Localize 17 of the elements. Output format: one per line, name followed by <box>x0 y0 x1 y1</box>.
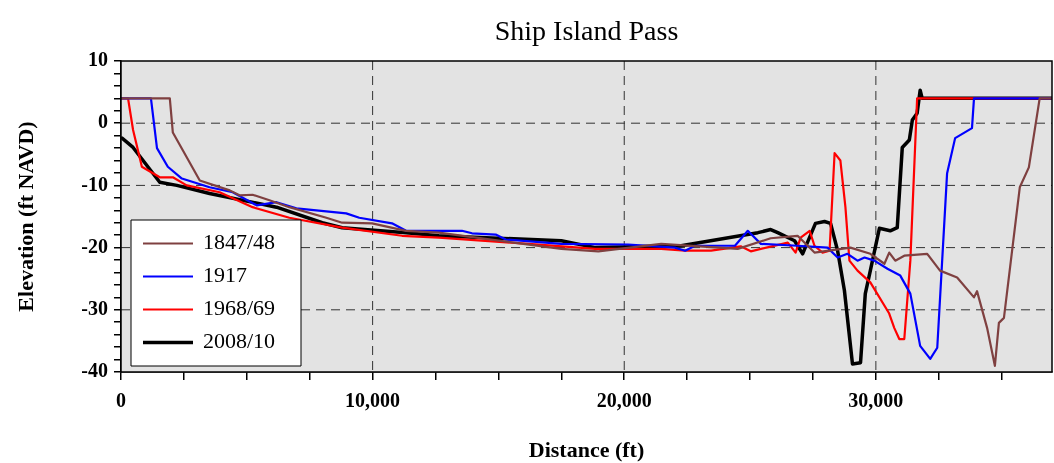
legend-label: 1917 <box>203 262 247 288</box>
y-tick-label: 0 <box>98 110 108 133</box>
x-tick-label: 10,000 <box>345 389 401 412</box>
legend-label: 1847/48 <box>203 229 276 255</box>
x-axis-title: Distance (ft) <box>528 436 645 462</box>
y-tick-label: 10 <box>88 48 108 71</box>
x-tick-label: 20,000 <box>596 389 652 412</box>
y-tick-label: -20 <box>81 234 108 257</box>
x-tick-label: 30,000 <box>848 389 904 412</box>
chart-title: Ship Island Pass <box>494 15 679 47</box>
x-tick-label: 0 <box>116 389 126 412</box>
y-tick-label: -10 <box>81 172 108 195</box>
y-axis-title: Elevation (ft NAVD) <box>12 121 38 312</box>
y-tick-label: -30 <box>81 296 108 319</box>
legend-label: 1968/69 <box>203 295 276 321</box>
y-tick-label: -40 <box>81 359 108 382</box>
legend-label: 2008/10 <box>203 328 276 354</box>
